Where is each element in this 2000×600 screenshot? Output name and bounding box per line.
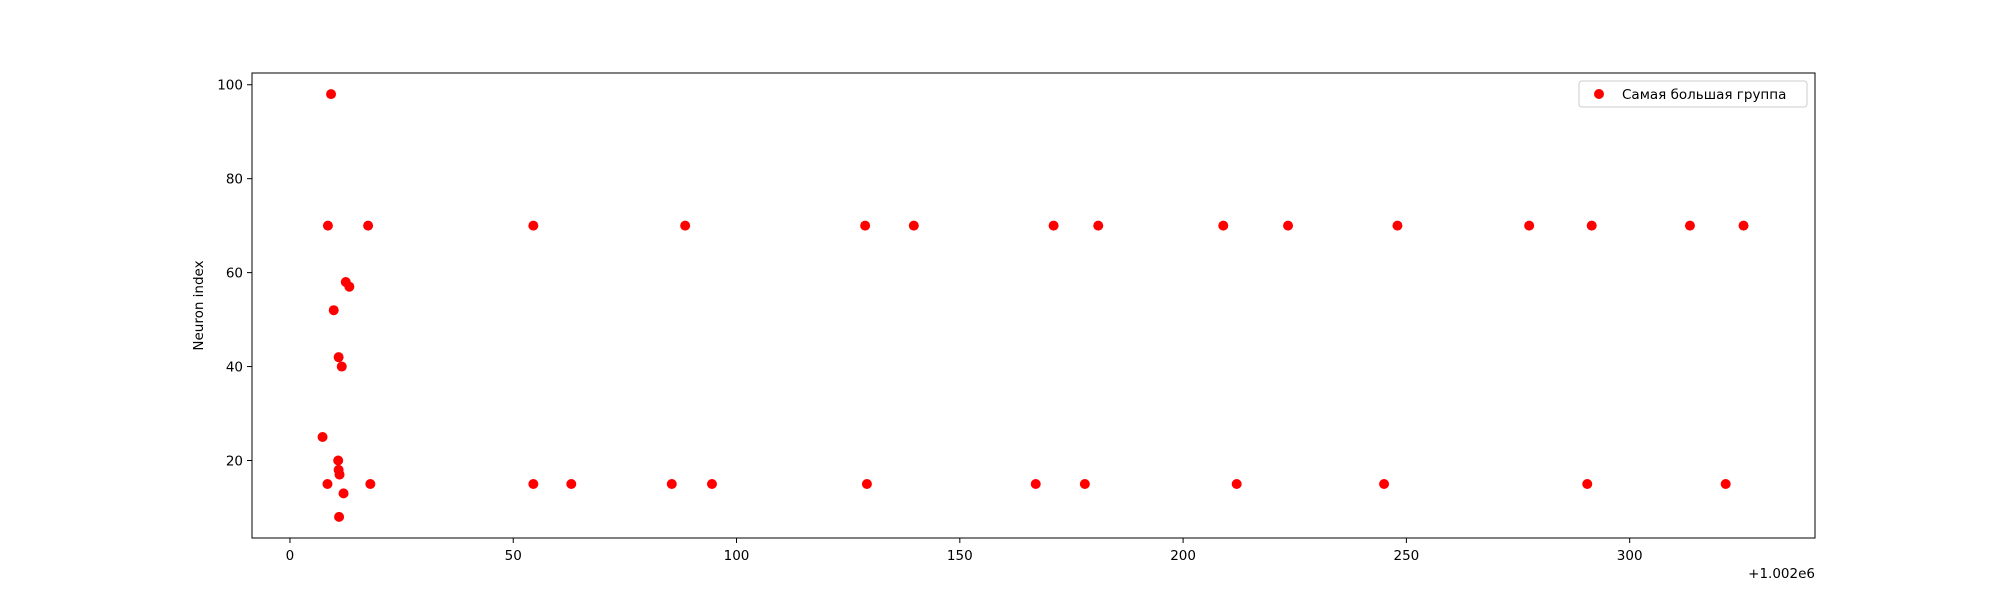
scatter-point xyxy=(1218,220,1229,231)
axes-frame xyxy=(251,72,1816,539)
scatter-point xyxy=(680,220,691,231)
x-tick-label: 150 xyxy=(947,548,973,564)
scatter-point xyxy=(566,478,577,489)
scatter-point xyxy=(336,361,347,372)
scatter-point xyxy=(1586,220,1597,231)
x-tick-label: 300 xyxy=(1617,548,1643,564)
scatter-point xyxy=(363,220,374,231)
legend-marker xyxy=(1594,89,1604,99)
x-tick-label: 200 xyxy=(1170,548,1196,564)
scatter-point xyxy=(322,220,333,231)
legend: Самая большая группа xyxy=(1578,80,1808,108)
x-tick-label: 100 xyxy=(724,548,750,564)
scatter-point xyxy=(1524,220,1535,231)
scatter-point xyxy=(1079,478,1090,489)
scatter-point xyxy=(666,478,677,489)
plot-area: 0 50 100 150 200 250 300 20 40 60 80 100 xyxy=(217,72,1816,564)
scatter-point xyxy=(1030,478,1041,489)
legend-box xyxy=(1578,80,1808,108)
scatter-point xyxy=(333,352,344,363)
scatter-point xyxy=(344,281,355,292)
scatter-point xyxy=(338,488,349,499)
scatter-point xyxy=(1379,478,1390,489)
scatter-point xyxy=(322,478,333,489)
scatter-point xyxy=(1392,220,1403,231)
data-points xyxy=(317,89,1749,522)
scatter-point xyxy=(1684,220,1695,231)
scatter-point xyxy=(1738,220,1749,231)
y-tick-label: 80 xyxy=(226,172,243,188)
y-tick-label: 40 xyxy=(226,360,243,376)
x-axis-ticks: 0 50 100 150 200 250 300 xyxy=(286,538,1643,564)
scatter-point xyxy=(1582,478,1593,489)
scatter-point xyxy=(326,89,337,100)
x-tick-label: 50 xyxy=(505,548,522,564)
scatter-point xyxy=(1283,220,1294,231)
scatter-point xyxy=(1231,478,1242,489)
scatter-point xyxy=(328,305,339,316)
scatter-point xyxy=(528,220,539,231)
y-tick-label: 60 xyxy=(226,266,243,282)
scatter-point xyxy=(1720,478,1731,489)
scatter-point xyxy=(365,478,376,489)
scatter-point xyxy=(706,478,717,489)
scatter-point xyxy=(334,511,345,522)
scatter-point xyxy=(1093,220,1104,231)
y-axis-label: Neuron index xyxy=(191,260,207,350)
scatter-point xyxy=(317,432,328,443)
x-tick-label: 0 xyxy=(286,548,295,564)
scatter-point xyxy=(908,220,919,231)
x-axis-offset-label: +1.002e6 xyxy=(1748,566,1815,582)
y-tick-label: 20 xyxy=(226,454,243,470)
scatter-point xyxy=(528,478,539,489)
scatter-point xyxy=(334,469,345,480)
legend-entry: Самая большая группа xyxy=(1622,87,1786,103)
y-axis-ticks: 20 40 60 80 100 xyxy=(217,78,252,470)
y-tick-label: 100 xyxy=(217,78,243,94)
x-tick-label: 250 xyxy=(1393,548,1419,564)
scatter-point xyxy=(860,220,871,231)
scatter-point xyxy=(333,455,344,466)
scatter-point xyxy=(861,478,872,489)
scatter-point xyxy=(1048,220,1059,231)
